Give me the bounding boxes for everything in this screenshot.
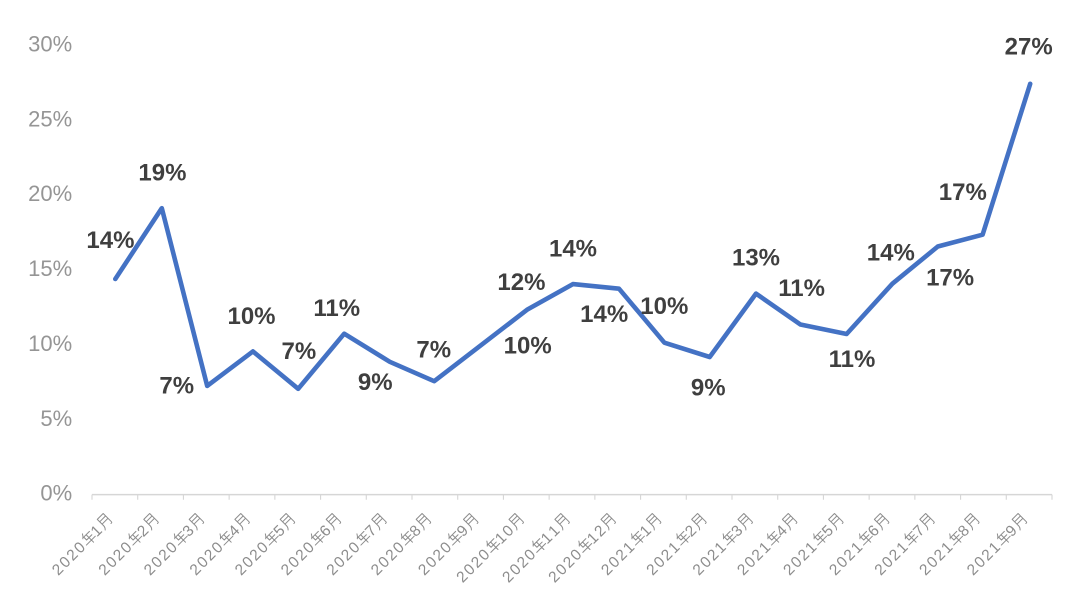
svg-text:25%: 25%	[28, 106, 72, 131]
svg-text:11%: 11%	[313, 295, 360, 322]
svg-text:7%: 7%	[282, 338, 317, 365]
svg-text:10%: 10%	[504, 332, 552, 359]
svg-text:9%: 9%	[691, 374, 726, 401]
svg-text:17%: 17%	[926, 265, 974, 292]
svg-text:20%: 20%	[28, 181, 72, 206]
svg-text:9%: 9%	[358, 369, 393, 396]
svg-text:10%: 10%	[227, 303, 275, 330]
svg-text:14%: 14%	[580, 301, 628, 328]
svg-text:14%: 14%	[549, 235, 597, 262]
svg-text:17%: 17%	[939, 179, 987, 206]
svg-text:14%: 14%	[867, 240, 915, 267]
svg-text:11%: 11%	[829, 346, 876, 373]
svg-text:27%: 27%	[1005, 34, 1053, 61]
svg-text:13%: 13%	[732, 244, 780, 271]
svg-text:5%: 5%	[40, 406, 72, 431]
svg-text:7%: 7%	[416, 336, 451, 363]
svg-text:0%: 0%	[40, 481, 72, 506]
svg-text:11%: 11%	[778, 275, 825, 302]
svg-text:14%: 14%	[86, 227, 134, 254]
svg-text:15%: 15%	[28, 256, 72, 281]
svg-text:10%: 10%	[28, 331, 72, 356]
svg-text:19%: 19%	[138, 160, 186, 187]
svg-text:10%: 10%	[640, 293, 688, 320]
svg-text:30%: 30%	[28, 32, 72, 57]
svg-text:7%: 7%	[159, 373, 194, 400]
svg-text:12%: 12%	[497, 269, 545, 296]
